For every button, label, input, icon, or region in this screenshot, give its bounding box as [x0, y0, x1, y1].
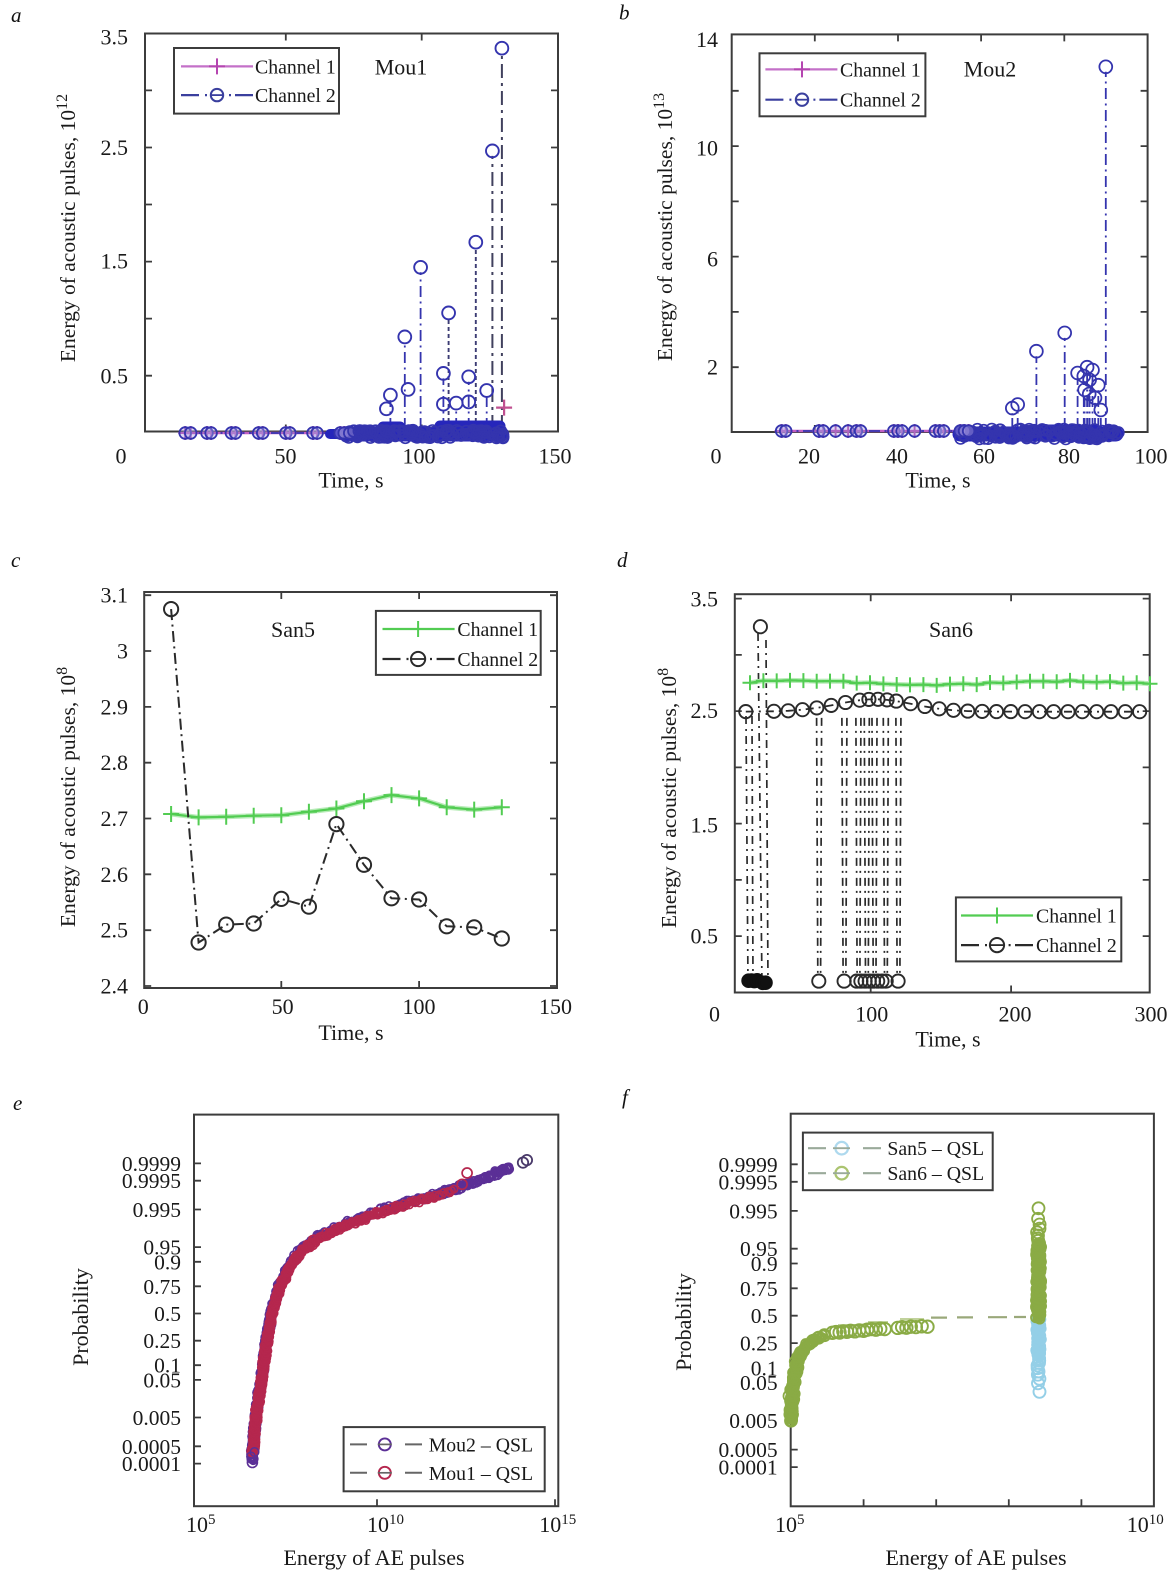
svg-text:3: 3 — [117, 639, 128, 664]
svg-text:San5 – QSL: San5 – QSL — [887, 1138, 984, 1160]
svg-text:2.7: 2.7 — [101, 806, 129, 831]
svg-text:b: b — [619, 1, 630, 25]
svg-text:Energy of acoustic pulses, 101: Energy of acoustic pulses, 1013 — [651, 93, 677, 361]
svg-text:80: 80 — [1058, 444, 1080, 469]
svg-text:2.5: 2.5 — [101, 918, 129, 943]
svg-text:0.005: 0.005 — [133, 1406, 181, 1430]
svg-text:3.1: 3.1 — [101, 583, 129, 608]
svg-text:6: 6 — [707, 246, 718, 271]
svg-text:0.75: 0.75 — [143, 1275, 181, 1299]
svg-text:0.9999: 0.9999 — [122, 1152, 181, 1176]
svg-text:Channel 2: Channel 2 — [255, 85, 336, 107]
svg-text:Channel 1: Channel 1 — [457, 619, 538, 641]
svg-text:100: 100 — [855, 1002, 888, 1027]
svg-text:0.995: 0.995 — [729, 1199, 777, 1223]
svg-text:0.95: 0.95 — [143, 1236, 181, 1260]
svg-text:0.95: 0.95 — [740, 1237, 778, 1261]
svg-text:0.5: 0.5 — [101, 363, 129, 388]
svg-text:Channel 1: Channel 1 — [840, 59, 921, 81]
svg-text:0.25: 0.25 — [740, 1332, 778, 1356]
svg-text:200: 200 — [999, 1002, 1032, 1027]
svg-text:1.5: 1.5 — [691, 812, 719, 837]
svg-text:0.5: 0.5 — [751, 1304, 778, 1328]
svg-text:50: 50 — [275, 444, 297, 469]
svg-text:2.5: 2.5 — [691, 698, 719, 723]
svg-text:Energy of AE pulses: Energy of AE pulses — [885, 1545, 1066, 1570]
svg-text:San5: San5 — [271, 617, 315, 642]
svg-text:0.1: 0.1 — [751, 1356, 778, 1380]
svg-text:0: 0 — [709, 1002, 720, 1027]
svg-text:2: 2 — [707, 355, 718, 380]
svg-text:2.6: 2.6 — [101, 862, 129, 887]
svg-text:Probability: Probability — [68, 1268, 93, 1366]
svg-text:0.0001: 0.0001 — [718, 1456, 777, 1480]
svg-text:3.5: 3.5 — [101, 25, 129, 50]
svg-text:Energy of AE pulses: Energy of AE pulses — [283, 1545, 464, 1570]
svg-text:100: 100 — [1135, 444, 1168, 469]
svg-text:0.995: 0.995 — [133, 1198, 181, 1222]
svg-text:0.0005: 0.0005 — [718, 1438, 777, 1462]
svg-text:0.005: 0.005 — [729, 1409, 777, 1433]
svg-text:150: 150 — [539, 994, 572, 1019]
svg-text:100: 100 — [403, 994, 436, 1019]
svg-text:0.0005: 0.0005 — [122, 1435, 181, 1459]
svg-text:Channel 1: Channel 1 — [1036, 906, 1117, 928]
svg-text:Mou2 – QSL: Mou2 – QSL — [429, 1434, 533, 1456]
svg-text:Energy of acoustic pulses, 101: Energy of acoustic pulses, 1012 — [54, 94, 80, 362]
svg-text:0.9999: 0.9999 — [718, 1153, 777, 1177]
svg-text:0.9995: 0.9995 — [122, 1169, 181, 1193]
svg-text:0.5: 0.5 — [154, 1302, 181, 1326]
svg-text:100: 100 — [403, 444, 436, 469]
svg-text:40: 40 — [886, 444, 908, 469]
svg-text:d: d — [617, 548, 628, 572]
svg-text:e: e — [13, 1091, 22, 1115]
svg-text:Energy of acoustic pulses, 108: Energy of acoustic pulses, 108 — [54, 667, 80, 927]
svg-text:60: 60 — [973, 444, 995, 469]
svg-text:50: 50 — [272, 994, 294, 1019]
svg-text:150: 150 — [539, 444, 572, 469]
svg-text:0: 0 — [138, 994, 149, 1019]
svg-text:Time, s: Time, s — [905, 468, 970, 493]
svg-text:Mou2: Mou2 — [964, 57, 1017, 82]
svg-text:3.5: 3.5 — [691, 587, 719, 612]
svg-text:0: 0 — [711, 444, 722, 469]
svg-text:Channel 2: Channel 2 — [1036, 935, 1117, 957]
svg-text:0.05: 0.05 — [143, 1368, 181, 1392]
svg-text:c: c — [11, 548, 21, 572]
svg-text:Energy of acoustic pulses, 108: Energy of acoustic pulses, 108 — [655, 668, 681, 928]
svg-text:0.0001: 0.0001 — [122, 1452, 181, 1476]
svg-text:a: a — [11, 3, 22, 27]
svg-text:0.05: 0.05 — [740, 1371, 778, 1395]
svg-text:Time, s: Time, s — [915, 1027, 980, 1052]
svg-text:Channel 2: Channel 2 — [457, 649, 538, 671]
svg-text:Mou1: Mou1 — [375, 55, 428, 80]
svg-text:0: 0 — [116, 444, 127, 469]
svg-text:San6 – QSL: San6 – QSL — [887, 1163, 984, 1185]
svg-text:20: 20 — [798, 444, 820, 469]
svg-text:0.9: 0.9 — [154, 1250, 181, 1274]
svg-text:10: 10 — [696, 135, 718, 160]
svg-text:0.9995: 0.9995 — [718, 1170, 777, 1194]
svg-text:2.9: 2.9 — [101, 694, 129, 719]
svg-text:0.75: 0.75 — [740, 1277, 778, 1301]
svg-text:f: f — [622, 1085, 631, 1109]
svg-text:0.9: 0.9 — [751, 1252, 778, 1276]
svg-text:Channel 2: Channel 2 — [840, 90, 921, 112]
svg-text:2.5: 2.5 — [101, 135, 129, 160]
svg-text:0.25: 0.25 — [143, 1329, 181, 1353]
svg-text:Probability: Probability — [671, 1273, 696, 1371]
svg-text:300: 300 — [1135, 1002, 1168, 1027]
svg-text:2.8: 2.8 — [101, 750, 129, 775]
svg-text:Time, s: Time, s — [318, 468, 383, 493]
svg-text:1.5: 1.5 — [101, 249, 129, 274]
svg-text:San6: San6 — [929, 617, 973, 642]
svg-text:Channel 1: Channel 1 — [255, 56, 336, 78]
svg-text:Time, s: Time, s — [318, 1020, 383, 1045]
svg-text:0.1: 0.1 — [154, 1354, 181, 1378]
svg-text:2.4: 2.4 — [101, 974, 129, 999]
svg-text:0.5: 0.5 — [691, 924, 719, 949]
svg-text:Mou1 – QSL: Mou1 – QSL — [429, 1463, 533, 1485]
svg-text:14: 14 — [696, 27, 718, 52]
